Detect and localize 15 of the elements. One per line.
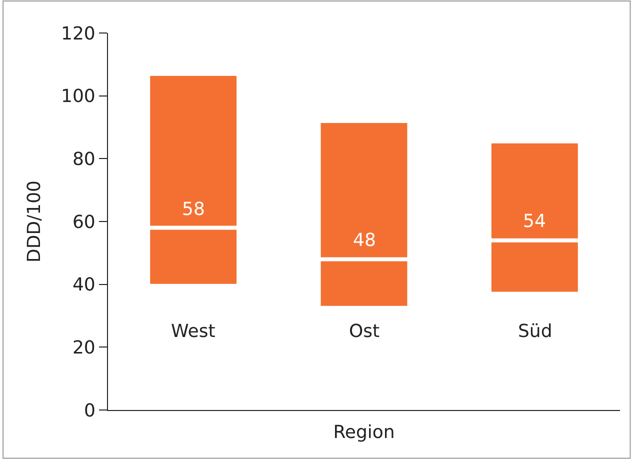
y-tick-label: 0: [84, 400, 96, 422]
y-tick-label: 100: [61, 86, 96, 108]
annotation: 54: [523, 211, 546, 232]
y-tick-label: 20: [72, 337, 96, 358]
y-tick-label: 120: [61, 23, 96, 44]
x-axis-title: Region: [333, 422, 395, 444]
y-tick-label: 60: [72, 212, 96, 233]
x-tick-label: Süd: [518, 321, 552, 342]
y-axis-title: DDD/100: [24, 180, 46, 263]
y-tick-label: 80: [72, 148, 96, 170]
annotation: 48: [353, 230, 376, 251]
annotation: 58: [182, 199, 205, 220]
x-tick-label: Ost: [349, 321, 380, 342]
y-tick-label: 40: [72, 274, 96, 296]
x-tick-label: West: [171, 321, 216, 342]
